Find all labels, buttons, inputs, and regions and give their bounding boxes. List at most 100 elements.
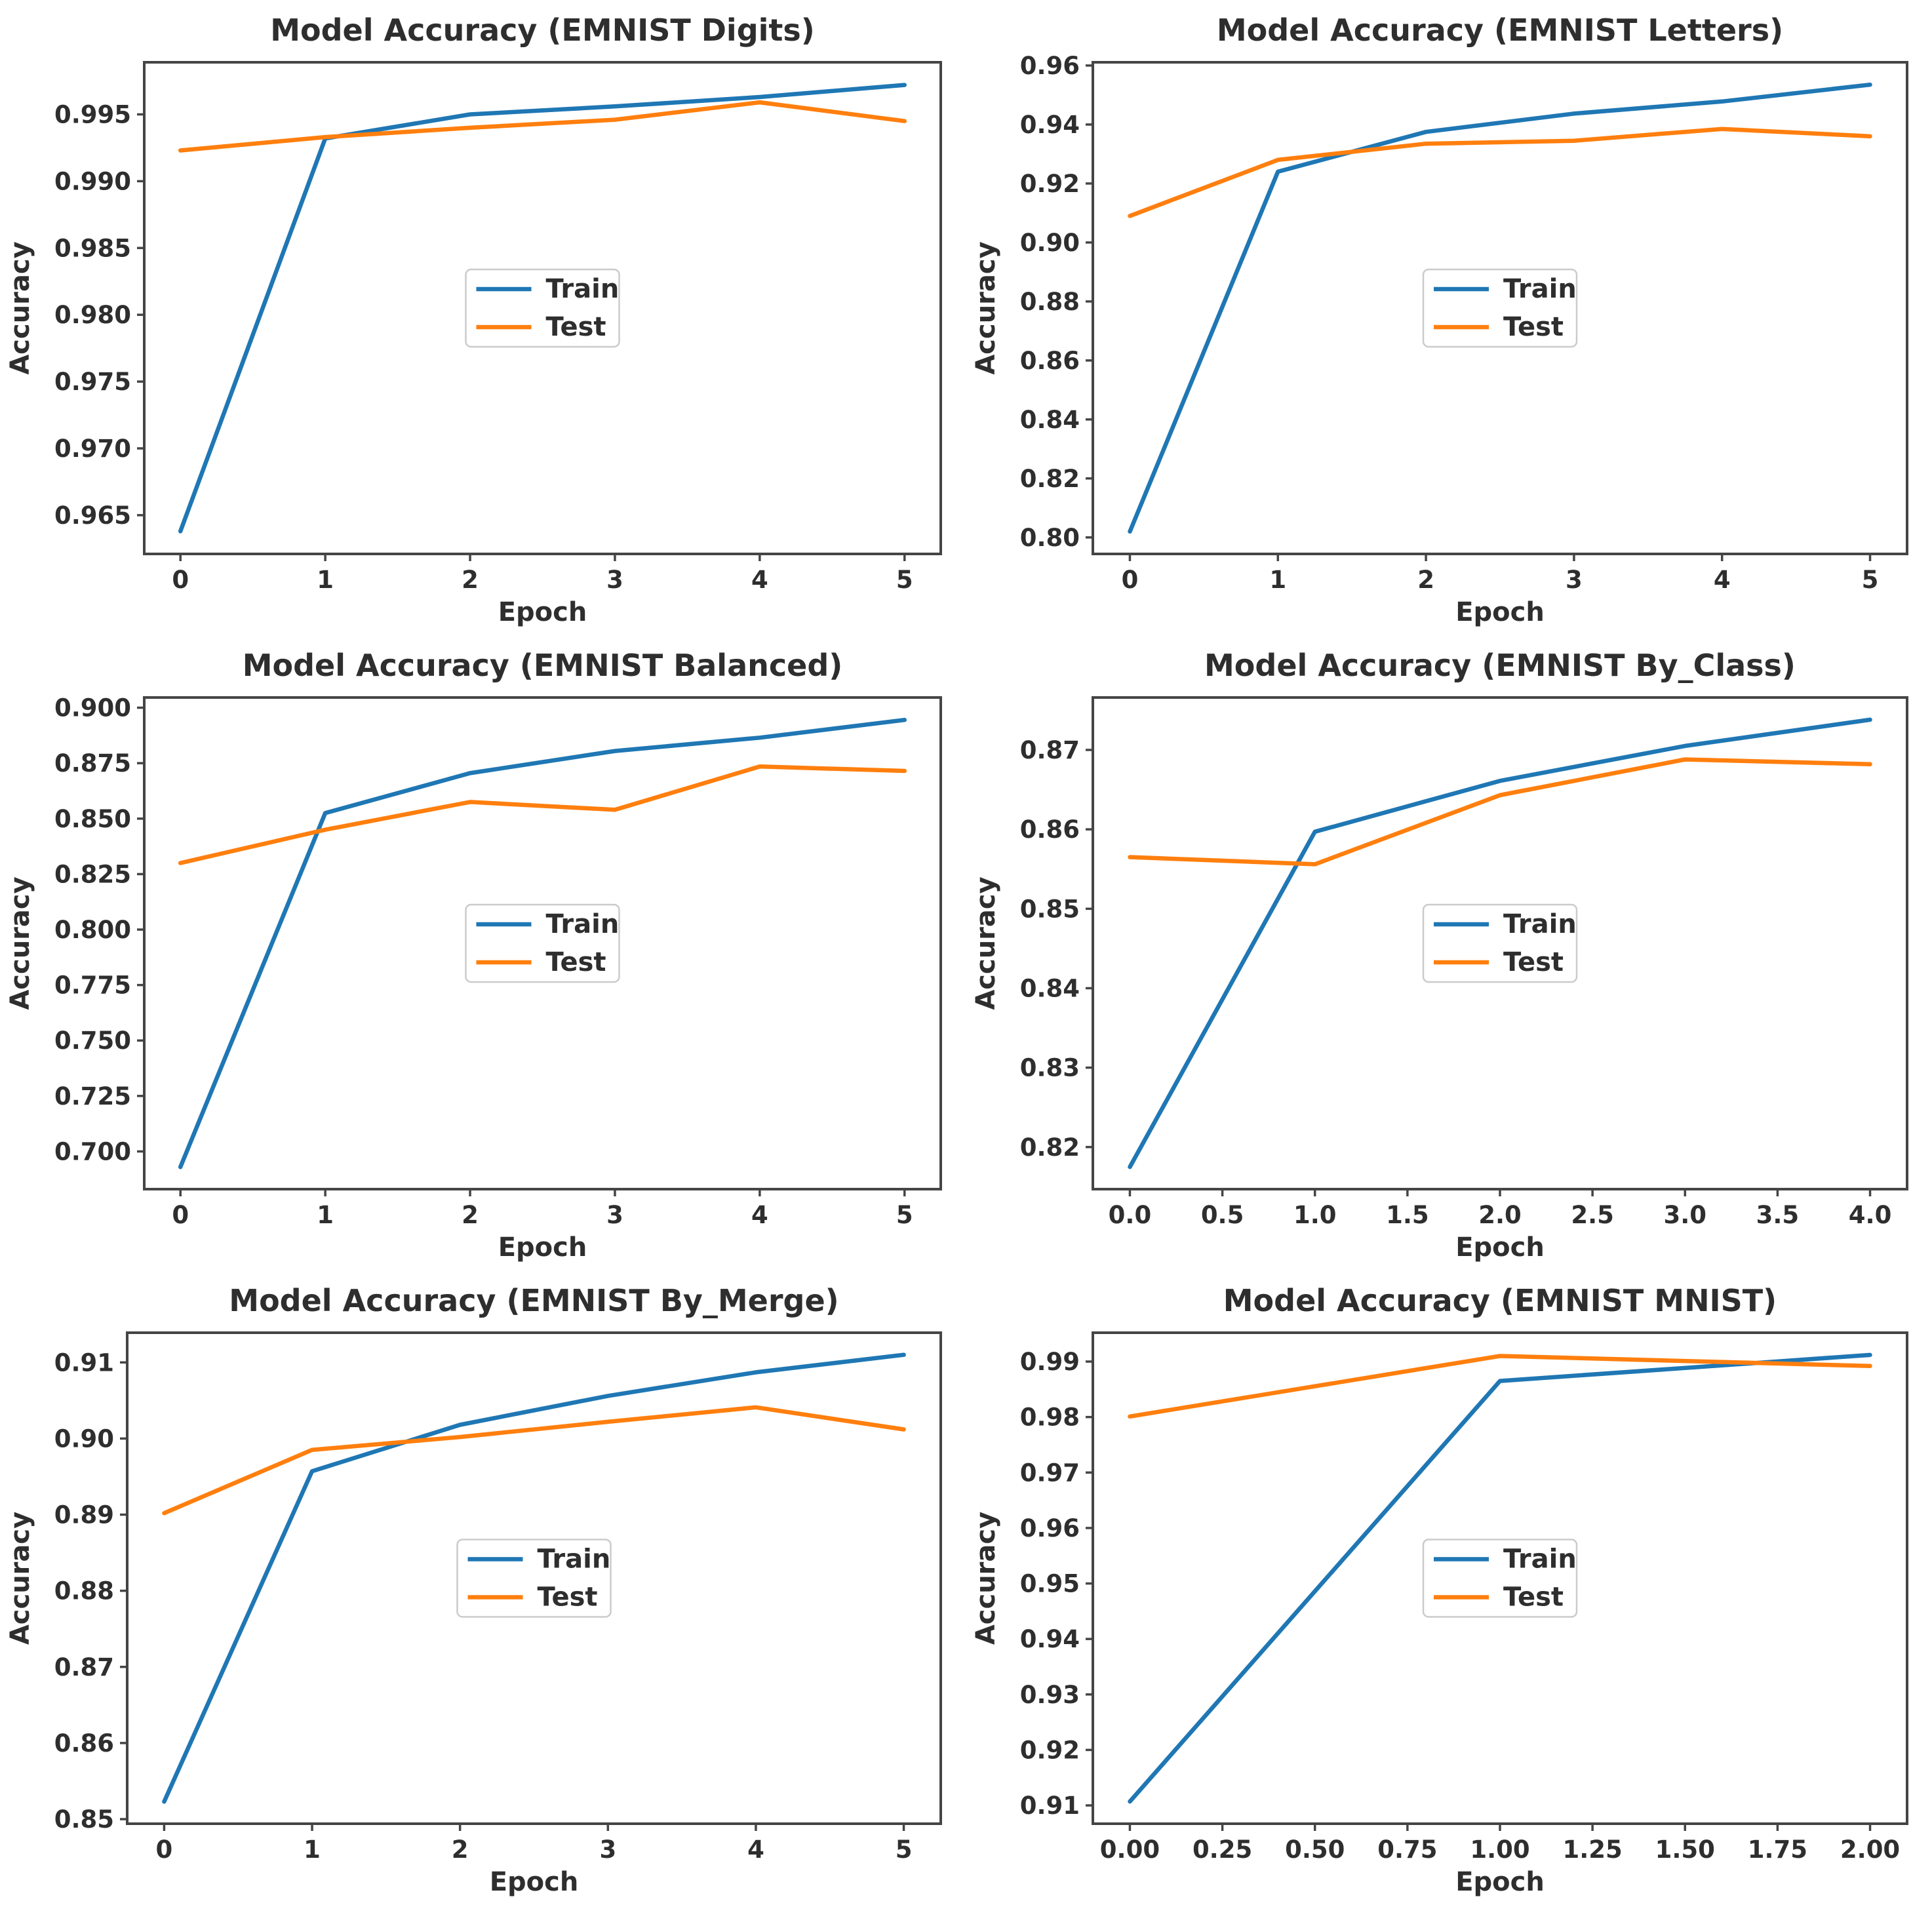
y-tick-label: 0.95 (1020, 1570, 1080, 1598)
legend: Train Test (465, 268, 620, 348)
x-tick-label: 4.0 (1849, 1201, 1892, 1229)
legend-label-test: Test (546, 947, 606, 977)
y-tick-label: 0.990 (54, 167, 131, 195)
y-tick-label: 0.88 (54, 1577, 114, 1605)
x-axis-label: Epoch (1455, 597, 1545, 627)
x-axis-label: Epoch (498, 597, 587, 627)
x-tick-label: 1.50 (1655, 1836, 1715, 1864)
chart-title: Model Accuracy (EMNIST Letters) (1217, 12, 1783, 48)
y-axis-label: Accuracy (5, 241, 35, 374)
chart-canvas: 0.0 0.5 1.0 1.5 2.0 2.5 3.0 3.5 4.0 0.82 0.83 0.84 0… (971, 648, 1908, 1263)
legend-label-test: Test (1503, 947, 1564, 977)
plot-border (1092, 61, 1908, 555)
test-line (1128, 1354, 1872, 1419)
chart-emnist-letters: 0 1 2 3 4 5 0.80 0.82 0.84 0.86 0.88 0.90 0.92 0.94 0.… (966, 0, 1932, 635)
y-axis-label: Accuracy (5, 876, 35, 1010)
y-tick-label: 0.87 (1020, 736, 1080, 764)
y-tick-label: 0.94 (1020, 1625, 1080, 1653)
x-tick-label: 1.25 (1562, 1836, 1622, 1864)
chart-canvas: 0 1 2 3 4 5 0.80 0.82 0.84 0.86 0.88 0.90 0.92 0.94 0.… (971, 12, 1908, 627)
chart-canvas: 0.00 0.25 0.50 0.75 1.00 1.25 1.50 1.75 2.00 0.91… (971, 1283, 1908, 1897)
chart-title: Model Accuracy (EMNIST Balanced) (243, 648, 843, 683)
x-axis-label: Epoch (498, 1232, 587, 1263)
x-tick-label: 3.5 (1756, 1201, 1800, 1229)
legend-label-train: Train (546, 274, 620, 304)
legend-label-test: Test (538, 1582, 598, 1613)
chart-canvas: 0 1 2 3 4 5 0.965 0.970 0.975 0.980 0.985 0.990 0.99… (5, 12, 942, 627)
x-axis-label: Epoch (1455, 1867, 1545, 1897)
y-tick-label: 0.88 (1020, 288, 1080, 316)
x-tick-label: 1.75 (1748, 1836, 1807, 1864)
plot-border (126, 1331, 942, 1825)
y-axis-label: Accuracy (971, 1512, 1001, 1645)
test-line (1128, 757, 1872, 867)
y-tick-label: 0.98 (1020, 1404, 1080, 1432)
x-tick-label: 3 (606, 1201, 623, 1229)
x-tick-label: 3.0 (1663, 1201, 1706, 1229)
legend-label-test: Test (546, 312, 606, 342)
train-line (178, 717, 907, 1169)
x-tick-label: 0.25 (1193, 1836, 1252, 1864)
x-tick-label: 5 (896, 566, 913, 594)
y-tick-label: 0.91 (1020, 1792, 1080, 1820)
x-tick-label: 0.00 (1100, 1836, 1160, 1864)
x-tick-label: 1 (304, 1836, 321, 1864)
chart-emnist-digits: 0 1 2 3 4 5 0.965 0.970 0.975 0.980 0.985 0.990 0.99… (0, 0, 966, 635)
train-line (162, 1352, 906, 1804)
y-tick-label: 0.995 (54, 100, 131, 128)
y-tick-label: 0.89 (54, 1501, 114, 1529)
y-axis-label: Accuracy (971, 241, 1001, 374)
chart-title: Model Accuracy (EMNIST Digits) (270, 12, 815, 48)
y-tick-label: 0.91 (54, 1348, 114, 1377)
x-tick-label: 0 (172, 1201, 189, 1229)
y-tick-label: 0.850 (54, 805, 131, 833)
chart-emnist-mnist: 0.00 0.25 0.50 0.75 1.00 1.25 1.50 1.75 2.00 0.91… (966, 1270, 1932, 1905)
y-tick-label: 0.800 (54, 916, 131, 944)
chart-canvas: 0 1 2 3 4 5 0.85 0.86 0.87 0.88 0.89 0.90 0.91 Model … (5, 1283, 942, 1897)
x-tick-label: 0.5 (1201, 1201, 1244, 1229)
legend: Train Test (1422, 903, 1578, 983)
chart-title: Model Accuracy (EMNIST By_Class) (1204, 648, 1796, 683)
y-tick-label: 0.97 (1020, 1459, 1080, 1487)
x-tick-label: 1.0 (1293, 1201, 1337, 1229)
y-tick-label: 0.93 (1020, 1681, 1080, 1709)
x-tick-label: 5 (1862, 566, 1879, 594)
legend-label-train: Train (546, 909, 620, 939)
x-tick-label: 3 (599, 1836, 616, 1864)
x-tick-label: 1 (317, 1201, 334, 1229)
x-tick-label: 4 (1714, 566, 1731, 594)
legend-label-train: Train (1503, 909, 1577, 939)
x-tick-label: 3 (606, 566, 623, 594)
y-tick-label: 0.94 (1020, 111, 1080, 139)
x-tick-label: 0.0 (1109, 1201, 1152, 1229)
y-tick-label: 0.92 (1020, 1736, 1080, 1764)
legend-label-train: Train (538, 1544, 611, 1575)
x-tick-label: 2 (462, 1201, 479, 1229)
test-line (178, 764, 907, 865)
y-tick-label: 0.750 (54, 1027, 131, 1055)
x-axis-label: Epoch (490, 1867, 579, 1897)
legend: Train Test (465, 903, 620, 983)
chart-canvas: 0 1 2 3 4 5 0.700 0.725 0.750 0.775 0.800 0.825 0.85… (5, 648, 942, 1263)
x-tick-label: 2 (1417, 566, 1434, 594)
x-tick-label: 5 (896, 1836, 913, 1864)
y-tick-label: 0.90 (54, 1424, 114, 1453)
x-tick-label: 3 (1566, 566, 1583, 594)
y-tick-label: 0.84 (1020, 974, 1080, 1002)
chart-title: Model Accuracy (EMNIST By_Merge) (229, 1283, 838, 1318)
y-axis-label: Accuracy (971, 876, 1001, 1010)
y-tick-label: 0.96 (1020, 52, 1080, 80)
y-tick-label: 0.700 (54, 1137, 131, 1166)
y-tick-label: 0.85 (1020, 895, 1080, 923)
chart-emnist-by-class: 0.0 0.5 1.0 1.5 2.0 2.5 3.0 3.5 4.0 0.82 0.83 0.84 0… (966, 635, 1932, 1270)
y-tick-label: 0.86 (1020, 347, 1080, 375)
x-tick-label: 5 (896, 1201, 913, 1229)
x-tick-label: 0 (172, 566, 189, 594)
x-tick-label: 2 (452, 1836, 469, 1864)
legend: Train Test (1422, 1539, 1578, 1618)
y-tick-label: 0.84 (1020, 406, 1080, 434)
chart-emnist-balanced: 0 1 2 3 4 5 0.700 0.725 0.750 0.775 0.800 0.825 0.85… (0, 635, 966, 1270)
y-tick-label: 0.86 (54, 1729, 114, 1758)
y-tick-label: 0.85 (54, 1805, 114, 1834)
x-axis-label: Epoch (1455, 1232, 1545, 1263)
